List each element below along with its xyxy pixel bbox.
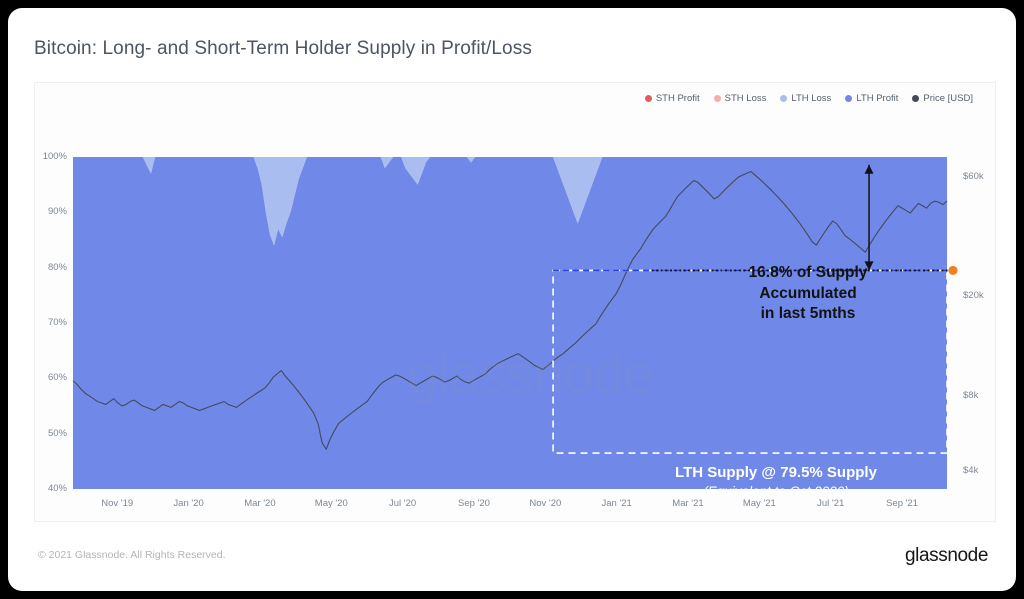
x-axis-tick: Nov '20 — [529, 498, 562, 509]
legend-item-sth-loss[interactable]: STH Loss — [713, 93, 767, 104]
y-axis-tick-left: 80% — [47, 261, 67, 273]
legend-label: LTH Loss — [791, 93, 832, 104]
legend-swatch-icon — [845, 95, 853, 102]
chart-card: Bitcoin: Long- and Short-Term Holder Sup… — [8, 8, 1016, 591]
area-series-lth-profit — [73, 157, 947, 489]
y-axis-tick-left: 70% — [47, 317, 67, 328]
legend-label: Price [USD] — [923, 93, 973, 104]
legend-swatch-icon — [912, 95, 920, 102]
legend-label: STH Profit — [655, 93, 700, 104]
chart-legend: STH Profit STH Loss LTH Loss LTH Profit Pric… — [644, 93, 973, 104]
legend-swatch-icon — [780, 95, 788, 102]
x-axis-tick: Jan '20 — [173, 498, 204, 509]
chart-svg — [72, 157, 959, 489]
y-axis-tick-right: $60k — [963, 170, 984, 182]
arrow-down-icon — [864, 261, 874, 271]
y-axis-tick-left: 90% — [47, 206, 67, 218]
arrow-up-icon — [864, 164, 874, 174]
x-axis-tick: May '21 — [742, 498, 776, 509]
legend-label: LTH Profit — [856, 93, 899, 104]
y-axis-tick-left: 100% — [42, 151, 67, 162]
y-axis-tick-right: $8k — [963, 389, 979, 401]
glassnode-logo: glassnode — [904, 545, 988, 566]
legend-item-price-usd[interactable]: Price [USD] — [912, 93, 973, 104]
legend-item-lth-loss[interactable]: LTH Loss — [780, 93, 831, 104]
legend-item-lth-profit[interactable]: LTH Profit — [845, 93, 898, 104]
x-axis-tick: Jan '21 — [601, 498, 632, 509]
legend-swatch-icon — [644, 95, 652, 102]
page-title: Bitcoin: Long- and Short-Term Holder Sup… — [34, 38, 532, 59]
y-axis-tick-right: $20k — [963, 290, 984, 302]
legend-label: STH Loss — [724, 93, 767, 104]
current-value-marker — [947, 265, 959, 276]
x-axis-tick: Jul '20 — [389, 498, 417, 509]
legend-swatch-icon — [713, 95, 721, 102]
y-axis-tick-left: 60% — [47, 372, 67, 384]
x-axis-tick: Jul '21 — [817, 498, 845, 509]
y-axis-tick-left: 50% — [47, 427, 67, 439]
y-axis-tick-right: $4k — [963, 465, 979, 477]
x-axis-tick: Sep '21 — [886, 498, 919, 509]
plot-area: glassnode 16.8% of Supply Accumulated in… — [35, 83, 997, 523]
x-axis-tick: Mar '20 — [244, 498, 276, 509]
copyright-text: © 2021 Glassnode. All Rights Reserved. — [38, 549, 226, 561]
legend-item-sth-profit[interactable]: STH Profit — [644, 93, 700, 104]
x-axis-tick: May '20 — [314, 498, 348, 509]
price-line — [72, 170, 948, 450]
x-axis-tick: Mar '21 — [672, 498, 704, 509]
x-axis-tick: Nov '19 — [101, 498, 134, 509]
area-series-lth-loss — [73, 157, 947, 246]
chart-frame: STH Profit STH Loss LTH Loss LTH Profit Pric… — [34, 82, 996, 522]
y-axis-tick-left: 40% — [47, 483, 67, 494]
x-axis-tick: Sep '20 — [458, 498, 490, 509]
